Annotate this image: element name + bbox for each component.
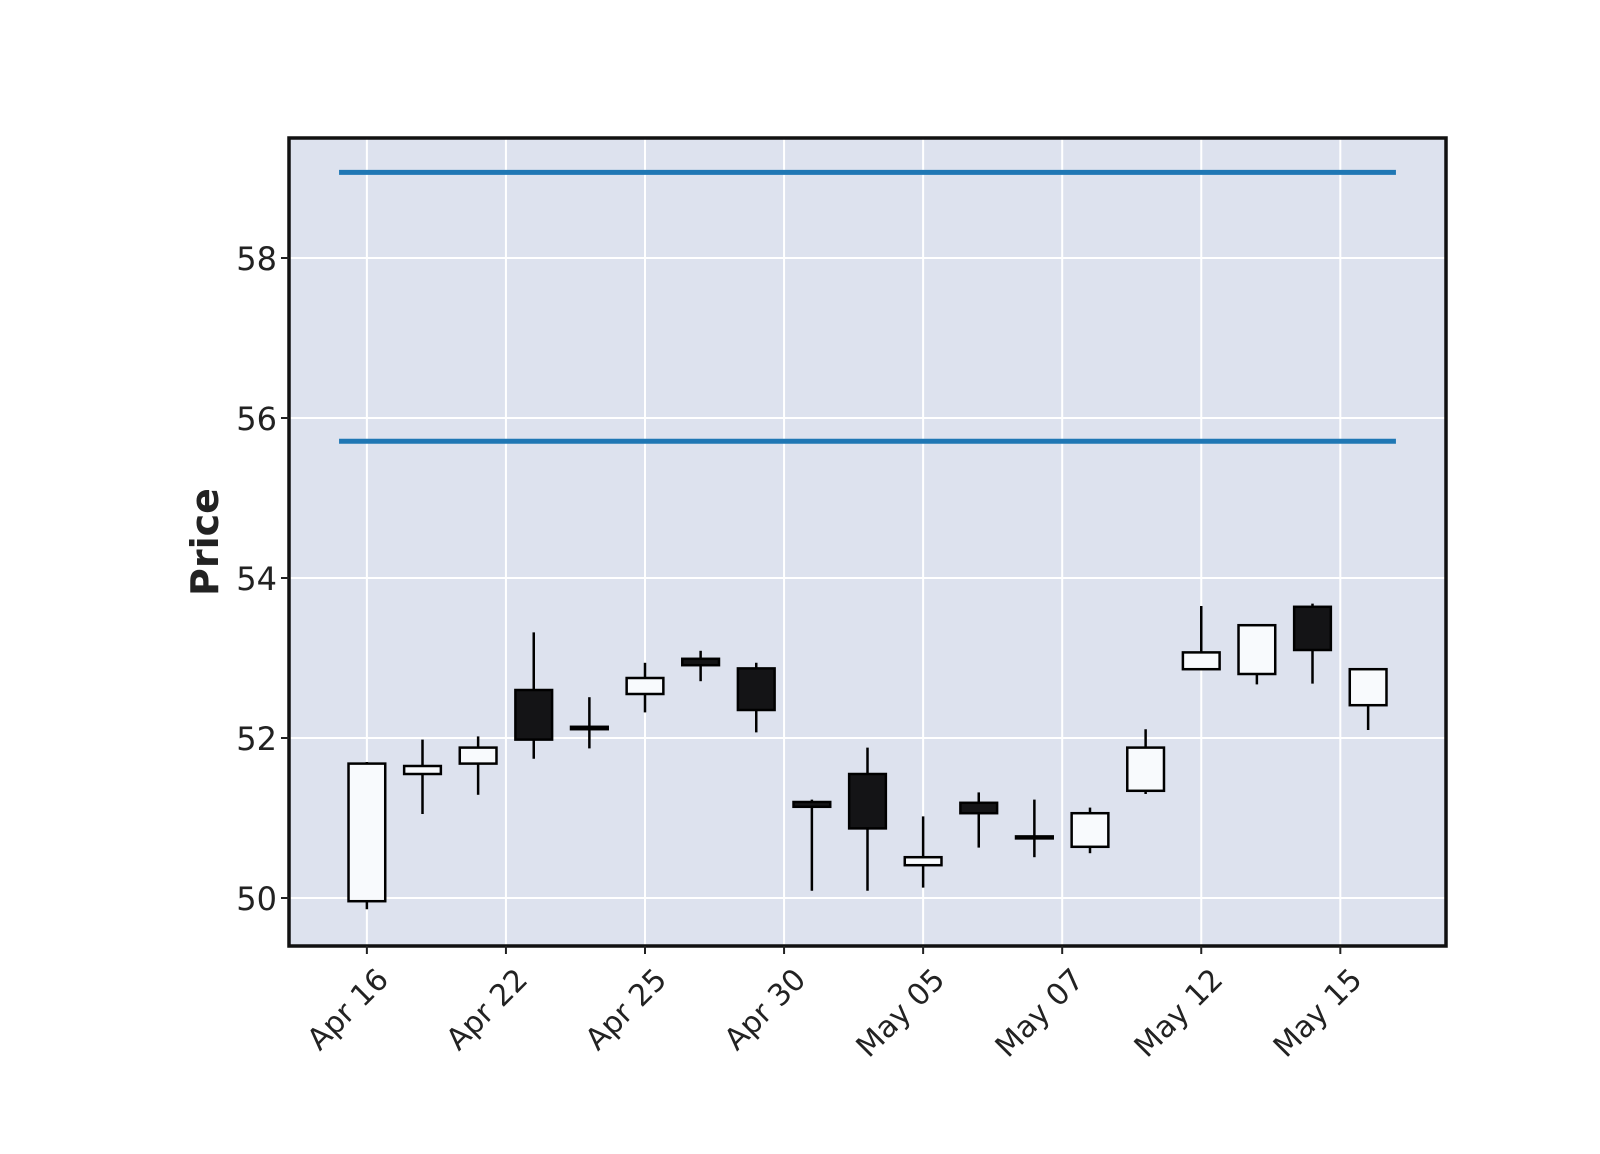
x-tick-label: Apr 16: [301, 962, 396, 1057]
candle: [903, 816, 943, 888]
candle: [458, 736, 498, 795]
candle: [625, 662, 665, 713]
candle-body-down: [681, 657, 721, 667]
grid-lines: [289, 138, 1446, 946]
candle: [792, 799, 832, 891]
y-tick-label: 50: [236, 880, 277, 918]
candle-body-up: [625, 676, 665, 696]
candle: [569, 697, 609, 749]
candle-body-up: [402, 764, 443, 776]
candle-body-down: [1292, 605, 1333, 652]
candle-body-down: [569, 725, 609, 731]
candle: [1070, 807, 1110, 854]
x-tick-label: Apr 25: [579, 962, 674, 1057]
candle-body-up: [1126, 746, 1166, 793]
candle-body-down: [792, 800, 832, 809]
candle: [681, 650, 721, 682]
candle-body-up: [1014, 835, 1054, 840]
x-tick-label: May 07: [989, 962, 1091, 1064]
candle-body-down: [736, 667, 776, 712]
candle-body-up: [1070, 811, 1110, 849]
y-tick-label: 54: [236, 560, 277, 598]
y-axis-ticks: 50 52 54 56 58: [236, 240, 289, 918]
candle-body-up: [1181, 651, 1221, 671]
x-axis-ticks: Apr 16 Apr 22 Apr 25 Apr 30 May 05 May 07 May …: [301, 946, 1369, 1065]
candle: [959, 792, 999, 848]
candle: [514, 632, 554, 759]
y-tick-label: 56: [236, 400, 277, 438]
candle: [1237, 623, 1277, 685]
candles: [347, 603, 1388, 910]
candle-body-up: [347, 762, 387, 903]
candle: [1348, 667, 1388, 730]
x-tick-label: Apr 22: [440, 962, 535, 1057]
candle-body-down: [959, 801, 999, 815]
candle: [1292, 603, 1333, 684]
candle-body-up: [1348, 667, 1388, 707]
y-tick-label: 58: [236, 240, 277, 278]
candle: [1126, 729, 1166, 794]
y-tick-label: 52: [236, 720, 277, 758]
candle-body-up: [1237, 623, 1277, 676]
candle: [402, 739, 443, 814]
candle-body-up: [458, 746, 498, 765]
y-axis-label: Price: [183, 488, 227, 596]
x-tick-label: May 15: [1267, 962, 1369, 1064]
candle-body-down: [847, 772, 888, 830]
candle: [847, 747, 888, 891]
candle: [1181, 606, 1221, 671]
candle: [736, 662, 776, 733]
x-tick-label: Apr 30: [718, 962, 813, 1057]
x-tick-label: May 05: [850, 962, 952, 1064]
candle: [347, 762, 387, 910]
candle-body-up: [903, 855, 943, 867]
candle-body-down: [514, 688, 554, 741]
plot-frame: [287, 136, 1448, 948]
candle: [1014, 799, 1054, 858]
horizontal-lines: [339, 169, 1396, 444]
x-tick-label: May 12: [1128, 962, 1230, 1064]
